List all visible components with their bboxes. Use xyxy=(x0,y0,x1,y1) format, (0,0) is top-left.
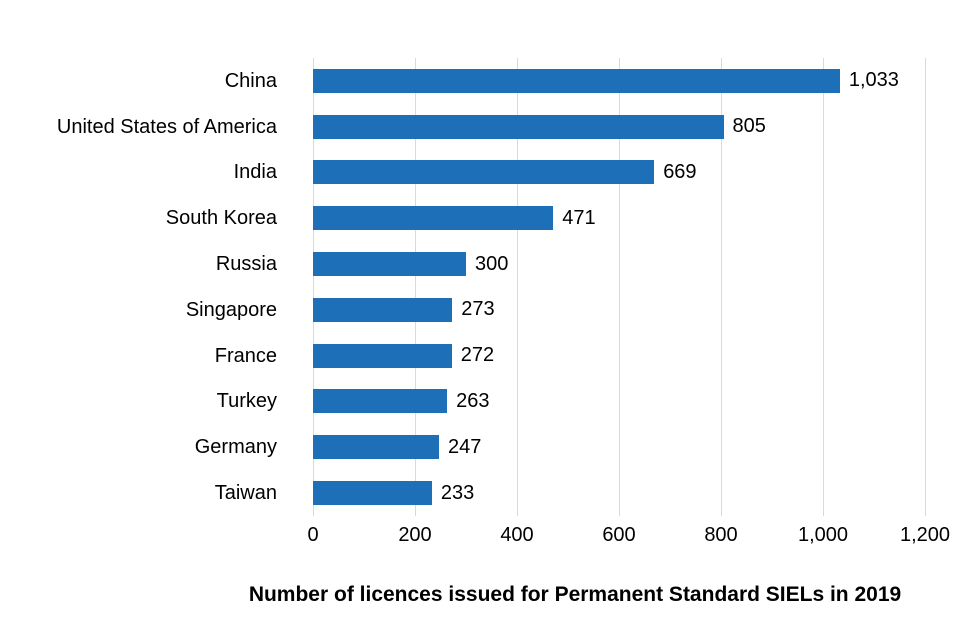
bar-rows: 1,033 805 669 471 300 273 272 263 247 233 xyxy=(313,58,925,516)
value-label: 471 xyxy=(562,206,596,229)
plot-area: 1,033 805 669 471 300 273 272 263 247 233 xyxy=(313,58,926,516)
gridline xyxy=(313,58,314,516)
category-label: Turkey xyxy=(216,390,277,413)
x-tick-label: 200 xyxy=(398,524,432,546)
gridline xyxy=(619,58,620,516)
category-label: China xyxy=(224,69,277,92)
category-axis: China United States of America India South … xyxy=(0,58,295,516)
value-label: 233 xyxy=(440,481,475,504)
x-tick-label: 0 xyxy=(307,524,319,546)
bar xyxy=(313,114,724,139)
category-label: Singapore xyxy=(185,298,277,321)
bar-row: 273 xyxy=(313,297,925,322)
bar-row: 272 xyxy=(313,343,925,368)
bar xyxy=(313,160,655,185)
category-label: Russia xyxy=(215,253,277,276)
bar-row: 471 xyxy=(313,206,925,231)
bar xyxy=(313,252,466,277)
category-label: France xyxy=(214,344,277,367)
category-label: United States of America xyxy=(56,115,277,138)
value-label: 669 xyxy=(663,160,697,183)
category-label: Taiwan xyxy=(214,482,277,505)
category-label: South Korea xyxy=(165,207,277,230)
bar-row: 247 xyxy=(313,435,925,460)
gridline xyxy=(415,58,416,516)
x-tick-label: 400 xyxy=(500,524,534,546)
x-axis: 0 200 400 600 800 1,000 1,200 xyxy=(307,524,950,554)
value-label: 1,033 xyxy=(848,69,899,92)
value-label: 263 xyxy=(456,389,490,412)
value-label: 273 xyxy=(461,298,495,321)
value-label: 300 xyxy=(475,252,509,275)
gridline xyxy=(823,58,824,516)
value-label: 272 xyxy=(460,344,495,367)
bar xyxy=(313,389,448,414)
x-tick-label: 600 xyxy=(602,524,636,546)
gridline xyxy=(517,58,518,516)
bar xyxy=(313,343,452,368)
bar xyxy=(313,68,840,93)
bar-row: 1,033 xyxy=(313,68,925,93)
value-label: 247 xyxy=(447,435,482,458)
gridline xyxy=(925,58,926,516)
category-label: Germany xyxy=(194,436,277,459)
bar-row: 263 xyxy=(313,389,925,414)
x-tick-label: 800 xyxy=(704,524,738,546)
bar xyxy=(313,297,453,322)
bar xyxy=(313,206,554,231)
gridline xyxy=(721,58,722,516)
bar-row: 669 xyxy=(313,160,925,185)
bar-row: 300 xyxy=(313,252,925,277)
x-tick-label: 1,000 xyxy=(797,524,849,546)
bar-row: 233 xyxy=(313,481,925,506)
gridlines xyxy=(313,58,926,516)
bar xyxy=(313,435,439,460)
value-label: 805 xyxy=(732,115,766,138)
x-tick-label: 1,200 xyxy=(899,524,951,546)
category-label: India xyxy=(233,161,277,184)
bar xyxy=(313,481,432,506)
bar-row: 805 xyxy=(313,114,925,139)
chart-title: Number of licences issued for Permanent … xyxy=(248,583,902,606)
